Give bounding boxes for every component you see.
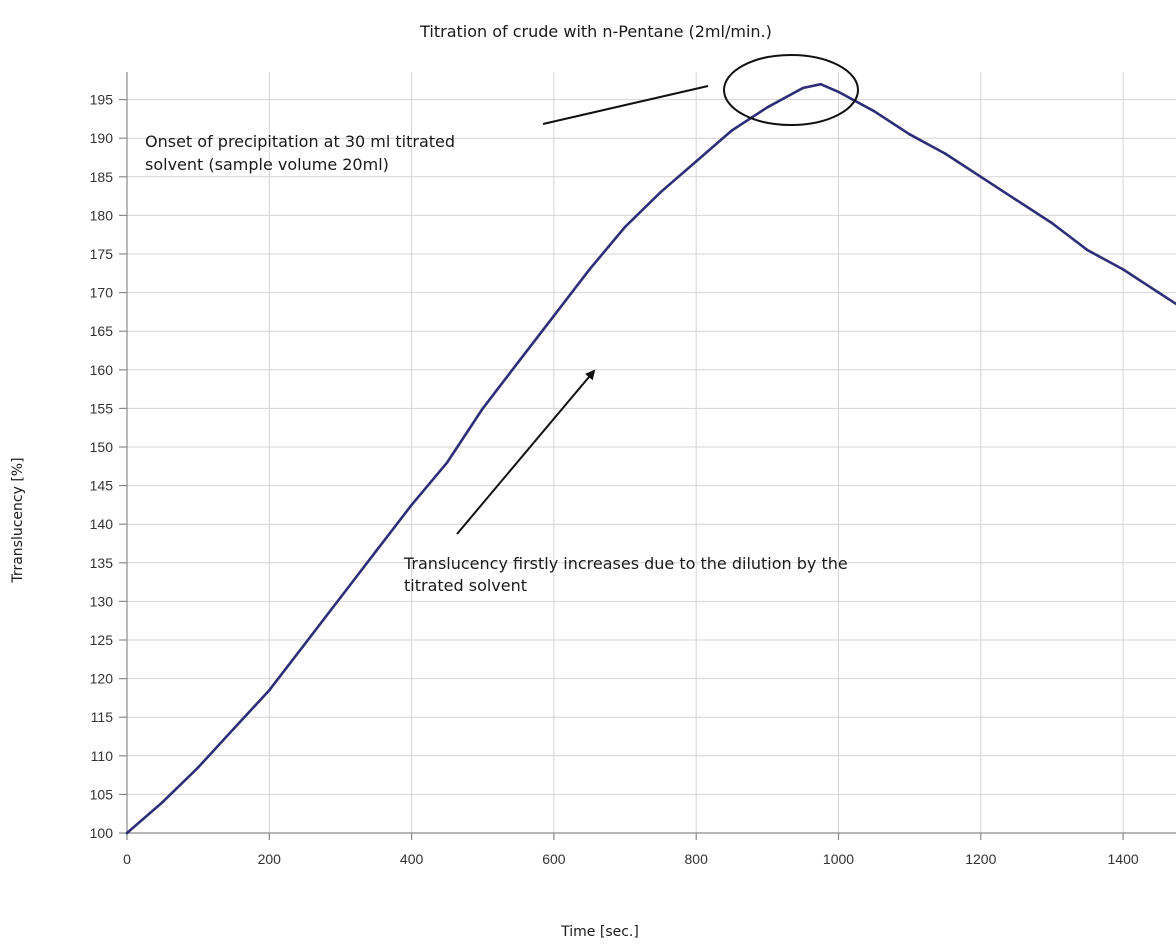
translucency-point xyxy=(445,461,449,464)
translucency-point xyxy=(339,596,342,599)
translucency-point xyxy=(374,549,378,553)
x-tick-label: 1400 xyxy=(1108,851,1139,867)
y-tick-label: 185 xyxy=(90,169,114,185)
y-tick-label: 120 xyxy=(90,671,114,687)
x-axis-label: Time [sec.] xyxy=(560,924,639,940)
translucency-point xyxy=(232,727,235,731)
translucency-point xyxy=(588,268,591,271)
x-tick-label: 400 xyxy=(400,851,424,867)
translucency-point xyxy=(125,831,129,835)
translucency-point xyxy=(1015,198,1018,202)
y-tick-label: 180 xyxy=(90,207,114,223)
translucency-point xyxy=(1086,248,1089,252)
y-tick-label: 155 xyxy=(90,400,114,416)
dilution-annotation-line-2: titrated solvent xyxy=(404,576,527,595)
translucency-point xyxy=(623,225,627,229)
chart-title: Titration of crude with n-Pentane (2ml/m… xyxy=(419,22,772,41)
translucency-point xyxy=(872,109,876,113)
translucency-point xyxy=(979,175,983,179)
translucency-point xyxy=(766,106,769,109)
y-tick-label: 115 xyxy=(91,709,114,725)
y-tick-label: 110 xyxy=(91,748,114,764)
onset-annotation-line-1: Onset of precipitation at 30 ml titrated xyxy=(145,132,455,151)
axis-layer xyxy=(126,72,1176,834)
x-tick-label: 800 xyxy=(685,851,709,867)
translucency-point xyxy=(801,86,805,90)
translucency-point xyxy=(196,766,200,769)
translucency-point xyxy=(303,642,307,646)
y-tick-label: 175 xyxy=(90,246,114,262)
y-tick-label: 105 xyxy=(90,786,114,802)
x-tick-label: 0 xyxy=(123,851,131,867)
y-tick-label: 160 xyxy=(90,362,114,378)
y-tick-label: 135 xyxy=(90,555,114,571)
x-tick-label: 1000 xyxy=(823,851,854,867)
onset-annotation: Onset of precipitation at 30 ml titrated… xyxy=(145,132,460,174)
y-tick-label: 150 xyxy=(90,439,114,455)
tick-layer: 0 200 400 600 800 1000 1200 1400 100 105 110 115 120… xyxy=(90,92,1139,867)
dilution-annotation: Translucency firstly increases due to th… xyxy=(403,554,853,595)
grid-layer xyxy=(127,72,1176,833)
y-tick-label: 140 xyxy=(90,516,114,532)
translucency-point xyxy=(908,133,911,136)
dilution-annotation-line-1: Translucency firstly increases due to th… xyxy=(403,554,848,573)
translucency-point xyxy=(481,407,485,410)
translucency-point xyxy=(730,129,734,132)
translucency-point xyxy=(659,190,662,194)
translucency-point xyxy=(517,360,520,364)
translucency-point xyxy=(943,152,947,155)
y-tick-label: 170 xyxy=(90,285,114,301)
translucency-series-line xyxy=(125,82,1176,835)
x-tick-label: 1200 xyxy=(965,851,996,867)
translucency-point xyxy=(1121,268,1125,271)
x-tick-label: 200 xyxy=(258,851,282,867)
y-axis-label: Trranslucency [%] xyxy=(10,457,26,583)
translucency-point xyxy=(410,503,413,507)
translucency-point xyxy=(694,160,698,163)
translucency-point xyxy=(1050,221,1054,225)
onset-highlight-ellipse xyxy=(723,54,859,126)
y-tick-label: 165 xyxy=(90,323,114,339)
onset-annotation-line-2: solvent (sample volume 20ml) xyxy=(145,155,389,174)
y-tick-label: 145 xyxy=(90,478,114,494)
y-tick-label: 100 xyxy=(90,825,114,841)
translucency-point xyxy=(268,688,271,692)
dilution-arrow xyxy=(456,369,596,535)
translucency-point xyxy=(552,314,556,318)
translucency-point xyxy=(1157,291,1160,294)
y-tick-label: 130 xyxy=(90,593,114,609)
y-tick-label: 125 xyxy=(90,632,114,648)
onset-pointer-line xyxy=(542,85,709,125)
translucency-point xyxy=(161,800,164,804)
x-tick-label: 600 xyxy=(542,851,566,867)
series-layer xyxy=(125,82,1176,835)
translucency-point xyxy=(837,90,840,94)
translucency-point xyxy=(819,82,822,86)
y-tick-label: 195 xyxy=(90,92,114,108)
y-tick-label: 190 xyxy=(90,130,114,146)
